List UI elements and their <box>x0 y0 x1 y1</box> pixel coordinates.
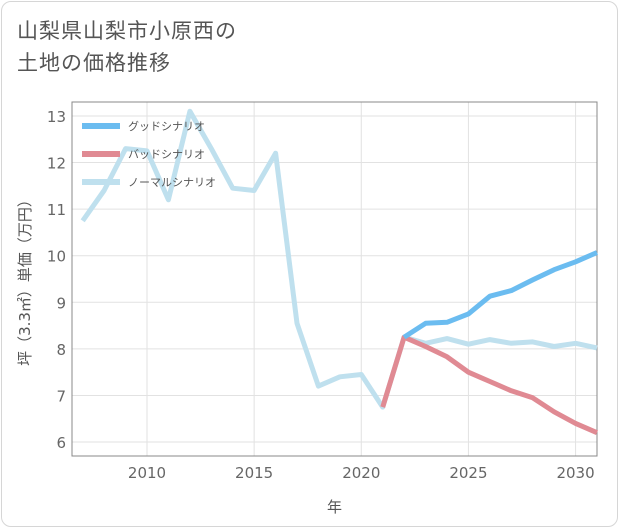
title-line-1: 山梨県山梨市小原西の <box>17 19 237 43</box>
legend-label-2: ノーマルシナリオ <box>128 176 216 189</box>
y-axis-label: 坪（3.3㎡）単価（万円） <box>16 192 34 366</box>
legend-label-1: バッドシナリオ <box>128 148 205 161</box>
x-tick-label: 2010 <box>128 464 166 482</box>
x-tick-label: 2015 <box>235 464 273 482</box>
series-lines <box>80 108 598 435</box>
series-line-1 <box>380 334 598 435</box>
y-tick-label: 12 <box>47 155 66 173</box>
grid <box>72 102 597 456</box>
y-tick-label: 7 <box>56 387 66 405</box>
title-line-2: 土地の価格推移 <box>17 51 171 75</box>
x-tick-label: 2030 <box>556 464 594 482</box>
y-tick-label: 9 <box>56 294 66 312</box>
x-tick-label: 2020 <box>342 464 380 482</box>
y-tick-label: 10 <box>47 248 66 266</box>
series-line-0 <box>402 250 598 340</box>
plot-area <box>71 101 598 457</box>
chart-title: 山梨県山梨市小原西の 土地の価格推移 <box>17 15 237 79</box>
axis-ticks: 6 7 8 9 10 11 12 13 2010 2015 2020 2025 2030 <box>47 108 595 482</box>
x-axis-label: 年 <box>327 498 342 516</box>
y-tick-label: 11 <box>47 201 66 219</box>
y-tick-label: 6 <box>56 434 66 452</box>
x-tick-label: 2025 <box>449 464 487 482</box>
y-tick-label: 13 <box>47 108 66 126</box>
series-line-2 <box>80 108 598 410</box>
legend-label-0: グッドシナリオ <box>128 119 205 133</box>
y-tick-label: 8 <box>56 341 66 359</box>
